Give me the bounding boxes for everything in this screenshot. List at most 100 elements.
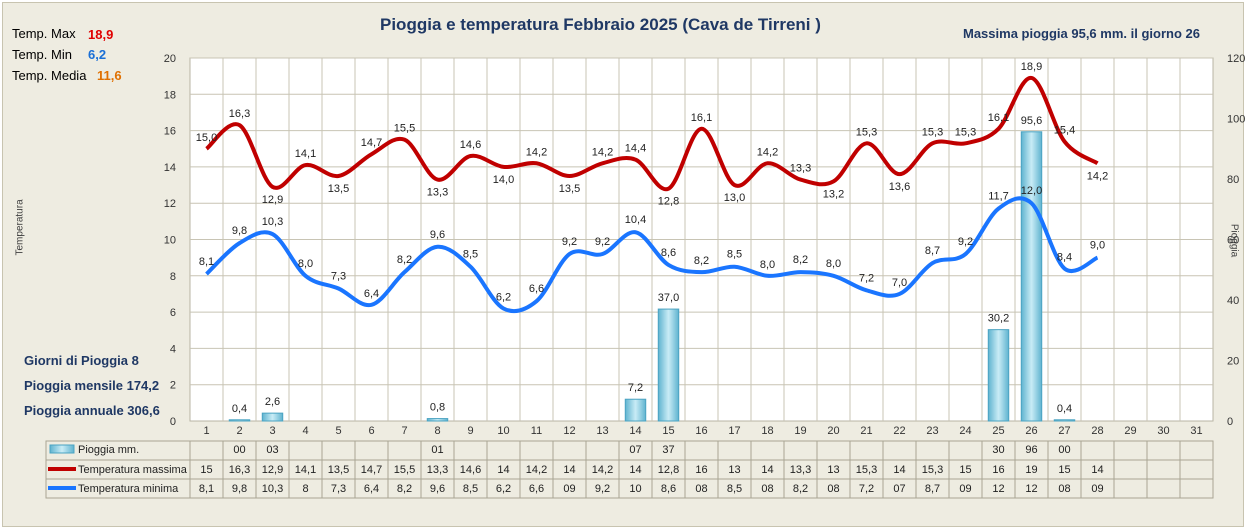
tmax-data-label: 15,3 [955, 126, 976, 138]
tmax-data-label: 15,4 [1054, 124, 1075, 136]
tmin-data-label: 8,7 [925, 245, 940, 257]
chart-title: Pioggia e temperatura Febbraio 2025 (Cav… [380, 15, 821, 34]
table-cell-tmin: 9,6 [430, 483, 445, 495]
table-cell-tmin: 8,1 [199, 483, 214, 495]
y-left-tick-label: 8 [170, 271, 176, 283]
table-cell-tmin: 8,2 [793, 483, 808, 495]
table-cell-tmin: 6,4 [364, 483, 379, 495]
table-cell-rain: 96 [1025, 444, 1037, 456]
table-cell-tmax: 15,5 [394, 464, 415, 476]
tmin-data-label: 8,0 [298, 258, 313, 270]
tmax-value: 18,9 [88, 27, 114, 42]
tmax-data-label: 14,2 [592, 146, 613, 158]
table-cell-tmax: 14,2 [526, 464, 547, 476]
y-left-tick-label: 0 [170, 416, 176, 428]
x-tick-label: 31 [1190, 425, 1202, 437]
tmin-data-label: 7,0 [892, 277, 907, 289]
table-cell-tmax: 13,3 [790, 464, 811, 476]
table-cell-tmax: 14 [761, 464, 773, 476]
x-tick-label: 24 [959, 425, 971, 437]
table-cell-tmin: 9,8 [232, 483, 247, 495]
table-cell-tmax: 15,3 [856, 464, 877, 476]
rain-legend-key [49, 444, 75, 454]
y-left-tick-label: 10 [164, 235, 176, 247]
tmax-data-label: 14,6 [460, 139, 481, 151]
tmax-series-line [205, 75, 1099, 192]
tmax-data-label: 12,9 [262, 194, 283, 206]
table-cell-tmax: 13,3 [427, 464, 448, 476]
table-cell-tmax: 14,2 [592, 464, 613, 476]
tmin-data-label: 9,8 [232, 225, 247, 237]
y-right-tick-label: 120 [1227, 53, 1245, 65]
tmax-data-label: 14,2 [526, 146, 547, 158]
tmed-label: Temp. Media [12, 68, 87, 83]
table-cell-tmin: 08 [695, 483, 707, 495]
table-cell-tmin: 07 [893, 483, 905, 495]
rain-data-label: 30,2 [988, 313, 1009, 325]
x-tick-label: 6 [368, 425, 374, 437]
table-cell-tmax: 16 [695, 464, 707, 476]
tmax-data-label: 13,5 [559, 183, 580, 195]
table-cell-tmin: 6,6 [529, 483, 544, 495]
table-cell-tmax: 14,1 [295, 464, 316, 476]
table-cell-tmax: 15 [200, 464, 212, 476]
table-cell-tmax: 15 [1058, 464, 1070, 476]
tmax-data-label: 15,0 [196, 132, 217, 144]
tmin-data-label: 8,5 [727, 249, 742, 261]
tmin-data-label: 8,2 [694, 255, 709, 267]
tmin-data-label: 8,2 [793, 254, 808, 266]
x-tick-label: 12 [563, 425, 575, 437]
table-cell-tmin: 9,2 [595, 483, 610, 495]
table-cell-tmax: 15,3 [922, 464, 943, 476]
tmax-data-label: 16,1 [691, 112, 712, 124]
table-cell-tmin: 08 [761, 483, 773, 495]
y-right-tick-label: 80 [1227, 174, 1239, 186]
tmin-data-label: 8,4 [1057, 252, 1072, 264]
x-tick-label: 19 [794, 425, 806, 437]
x-tick-label: 21 [860, 425, 872, 437]
table-cell-tmin: 08 [827, 483, 839, 495]
table-cell-tmax: 14 [563, 464, 575, 476]
y-left-tick-label: 14 [164, 162, 176, 174]
tmax-data-label: 12,8 [658, 196, 679, 208]
x-tick-label: 25 [992, 425, 1004, 437]
table-cell-tmax: 13,5 [328, 464, 349, 476]
rain-data-label: 0,8 [430, 402, 445, 414]
table-cell-tmin: 8,2 [397, 483, 412, 495]
tmax-data-label: 14,2 [757, 146, 778, 158]
x-tick-label: 16 [695, 425, 707, 437]
x-tick-label: 4 [302, 425, 308, 437]
x-tick-label: 10 [497, 425, 509, 437]
tmin-data-label: 8,1 [199, 256, 214, 268]
y-right-tick-label: 0 [1227, 416, 1233, 428]
tmed-value: 11,6 [97, 68, 122, 83]
tmax-data-label: 15,3 [922, 126, 943, 138]
y-right-tick-label: 40 [1227, 295, 1239, 307]
x-tick-label: 26 [1025, 425, 1037, 437]
table-cell-rain: 00 [233, 444, 245, 456]
y-left-tick-label: 4 [170, 343, 176, 355]
tmax-data-label: 16,3 [229, 108, 250, 120]
rain-data-label: 2,6 [265, 396, 280, 408]
tmin-series-line [205, 196, 1099, 314]
x-tick-label: 20 [827, 425, 839, 437]
tmin-data-label: 10,4 [625, 214, 646, 226]
table-cell-tmin: 8,5 [463, 483, 478, 495]
x-tick-label: 3 [269, 425, 275, 437]
table-cell-tmin: 09 [959, 483, 971, 495]
tmin-data-label: 11,7 [988, 191, 1009, 203]
x-tick-label: 1 [203, 425, 209, 437]
tmax-data-label: 16,1 [988, 112, 1009, 124]
table-cell-tmax: 16 [992, 464, 1004, 476]
x-tick-label: 17 [728, 425, 740, 437]
tmin-data-label: 7,3 [331, 271, 346, 283]
table-cell-rain: 07 [629, 444, 641, 456]
tmin-data-label: 9,2 [562, 236, 577, 248]
x-tick-label: 11 [531, 425, 542, 437]
y-left-tick-label: 2 [170, 380, 176, 392]
x-tick-label: 8 [434, 425, 440, 437]
x-tick-label: 15 [662, 425, 674, 437]
tmin-data-label: 9,2 [958, 236, 973, 248]
tmax-data-label: 13,0 [724, 192, 745, 204]
table-cell-tmin: 7,3 [331, 483, 346, 495]
